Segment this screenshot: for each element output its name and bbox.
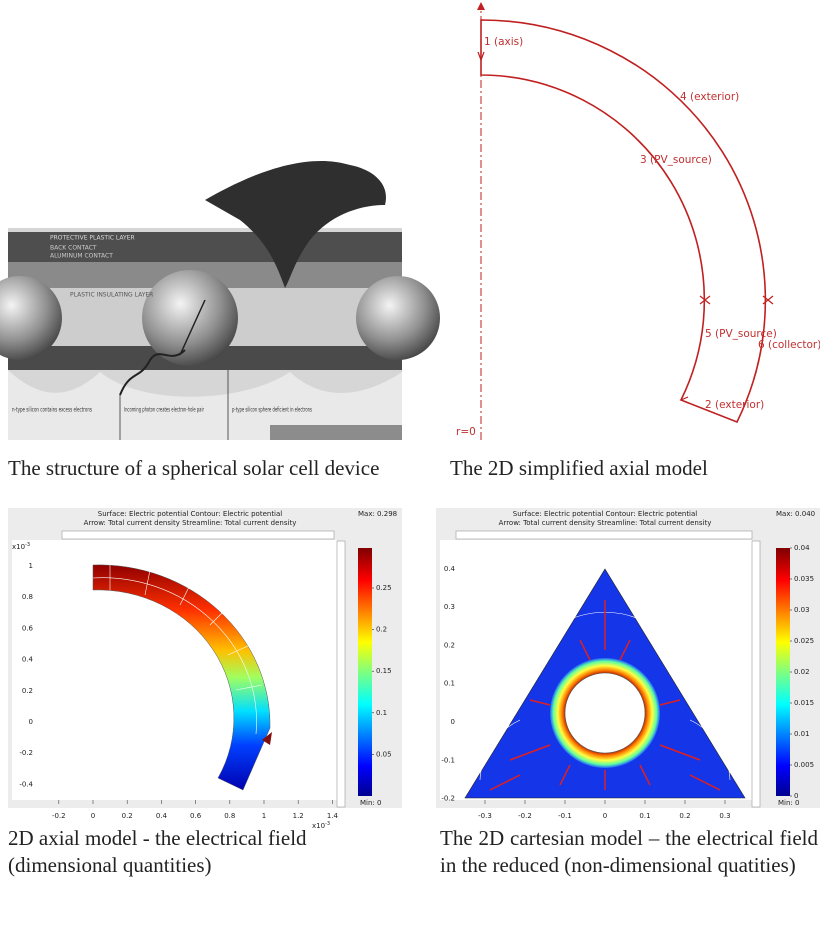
boundary-label: 4 (exterior) [680,91,739,103]
image-label: PROTECTIVE PLASTIC LAYER [50,235,135,242]
caption: The 2D simplified axial model [450,455,820,482]
colorbar-tick-label: 0.1 [376,709,387,717]
colorbar-tick-label: 0.15 [376,667,392,675]
scale-exponent: -3 [25,542,30,548]
colorbar-max: Max: 0.298 [358,510,397,518]
colorbar-tick-label: 0.25 [376,584,392,592]
y-tick-label: 0 [451,718,455,726]
y-tick-label: 0.3 [444,603,455,611]
axial-diagram [478,6,773,440]
y-tick-label: 0.4 [22,656,34,664]
page: PROTECTIVE PLASTIC LAYER BACK CONTACTALUM… [0,0,820,937]
x-tick-label: 0 [91,812,95,820]
colorbar-min: Min: 0 [360,799,381,807]
colorbar-tick-label: 0.025 [794,637,814,645]
y-tick-label: 0.2 [22,687,33,695]
image-label: p-type silicon sphere deficient in elect… [232,407,312,414]
x-tick-label: 0.3 [719,812,730,820]
colorbar-max: Max: 0.040 [776,510,815,518]
boundary-label: 1 (axis) [484,36,523,48]
x-tick-label: 0 [603,812,607,820]
boundary-label: 2 (exterior) [705,399,764,411]
plot-header: Arrow: Total current density Streamline:… [84,519,297,527]
x-tick-label: 0.6 [190,812,202,820]
colorbar-tick-label: 0.04 [794,544,810,552]
colorbar-tick-label: 0.2 [376,626,387,634]
y-tick-label: 0 [29,718,33,726]
image-label: PLASTIC INSULATING LAYER [70,292,153,299]
colorbar-tick-label: 0 [794,792,798,800]
axis-label: r=0 [456,426,476,438]
colorbar-min: Min: 0 [778,799,799,807]
colorbar-tick-label: 0.05 [376,750,392,758]
x-tick-label: 0.2 [679,812,690,820]
y-tick-label: 0.2 [444,641,455,649]
x-tick-label: -0.2 [518,812,532,820]
x-tick-label: -0.1 [558,812,572,820]
scale-base: x10 [12,543,25,551]
image-label: BACK CONTACT [50,245,97,252]
x-tick-label: 0.2 [122,812,133,820]
x-tick-label: -0.2 [52,812,66,820]
boundary-label: 6 (collector) [758,339,820,351]
colorbar-tick-label: 0.03 [794,606,810,614]
colorbar-tick-label: 0.02 [794,668,810,676]
image-label: n-type silicon contains excess electrons [12,407,92,414]
solar-cell-image [0,161,440,440]
x-tick-label: 1.2 [293,812,304,820]
x-tick-label: 1 [262,812,266,820]
x-tick-label: 0.8 [224,812,235,820]
plot-header: Surface: Electric potential Contour: Ele… [513,510,698,518]
y-tick-label: -0.4 [19,780,33,788]
x-tick-label: 1.4 [327,812,339,820]
y-tick-label: 0.8 [22,593,33,601]
plot-header: Arrow: Total current density Streamline:… [499,519,712,527]
x-tick-label: -0.3 [478,812,492,820]
colorbar-tick-label: 0.035 [794,575,814,583]
caption: 2D axial model - the electrical field (d… [8,825,403,879]
y-tick-label: -0.2 [441,795,455,803]
colorbar-tick-label: 0.015 [794,699,814,707]
plot-header: Surface: Electric potential Contour: Ele… [98,510,283,518]
image-label: Incoming photon creates electron-hole pa… [124,407,204,414]
y-tick-label: 0.6 [22,624,34,632]
x-tick-label: 0.1 [639,812,650,820]
image-label: ALUMINUM CONTACT [50,253,113,260]
colorbar-tick-label: 0.005 [794,761,814,769]
y-tick-label: -0.1 [441,756,455,764]
x-tick-label: 0.4 [156,812,168,820]
y-tick-label: 1 [29,562,33,570]
boundary-label: 3 (PV_source) [640,154,712,166]
y-tick-label: -0.2 [19,749,33,757]
y-tick-label: 0.4 [444,565,456,573]
caption: The 2D cartesian model – the electrical … [440,825,818,879]
colorbar-tick-label: 0.01 [794,730,810,738]
caption: The structure of a spherical solar cell … [8,455,403,482]
y-tick-label: 0.1 [444,680,455,688]
